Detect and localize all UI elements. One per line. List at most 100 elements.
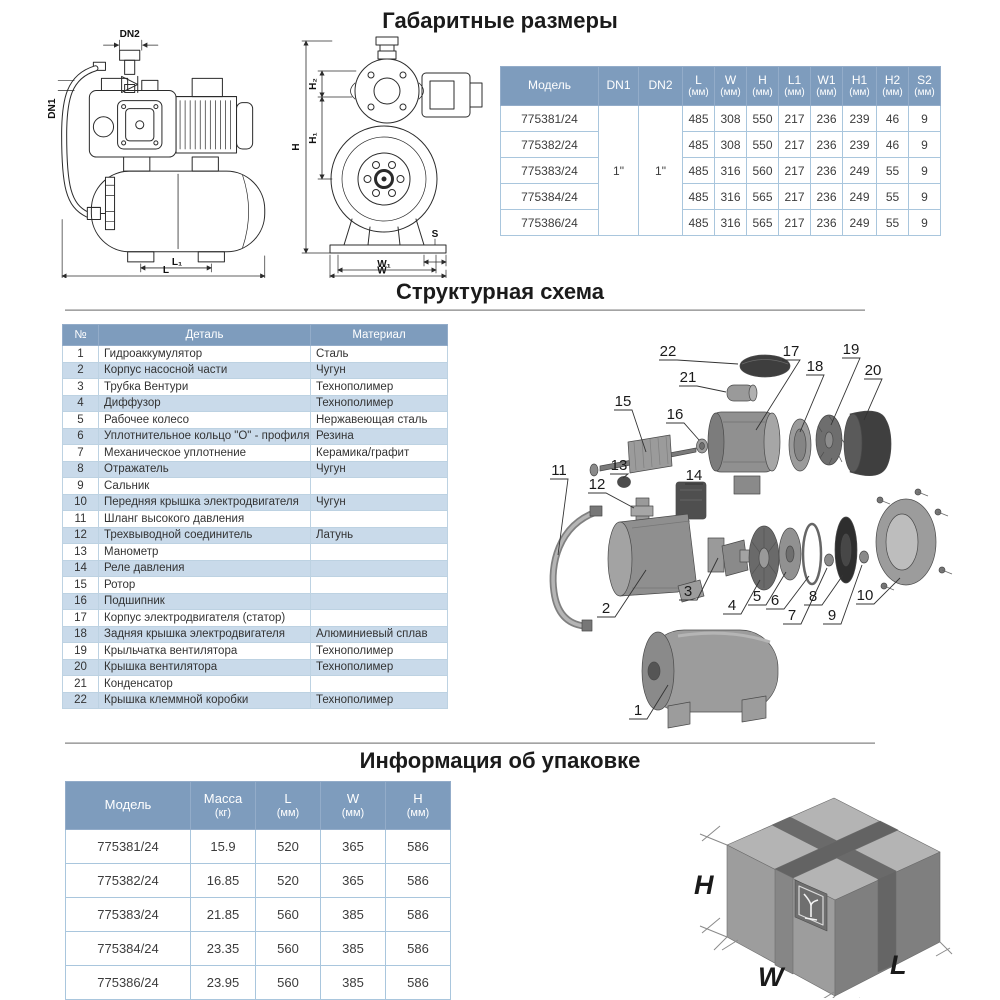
model-cell: 775386/24 — [500, 209, 599, 236]
table-row: 775382/24 16.85 520 365 586 — [65, 863, 451, 898]
callout-line — [783, 567, 828, 625]
value-cell: 520 — [255, 863, 321, 898]
part-rotor-washer — [589, 463, 599, 477]
pump-panel-inner — [125, 108, 155, 142]
value-cell: 236 — [810, 183, 843, 210]
table-row: 20 Крышка вентилятора Технополимер — [62, 658, 448, 676]
part-name-cell: Крышка вентилятора — [98, 658, 311, 676]
value-cell: 46 — [876, 105, 909, 132]
table-row: 10 Передняя крышка электродвигателя Чугун — [62, 493, 448, 511]
callout-number: 22 — [660, 343, 677, 360]
column-header: L1 (мм) — [778, 66, 811, 106]
dn2-label: DN2 — [120, 29, 141, 40]
value-cell: 586 — [385, 897, 451, 932]
table-row: 775383/24 21.85 560 385 586 — [65, 897, 451, 932]
section-title-dimensions: Габаритные размеры — [382, 8, 618, 33]
pump-casing-hub — [373, 77, 401, 105]
part-tank-foot — [741, 695, 767, 723]
part-deflector-inner — [840, 533, 852, 567]
value-cell: 55 — [876, 209, 909, 236]
bolt — [153, 140, 159, 146]
column-header-main: DN1 — [606, 78, 631, 93]
part-venturi-flange — [707, 537, 725, 573]
part-fan-cover-face — [843, 413, 863, 473]
value-cell: 23.95 — [190, 965, 256, 1000]
part-gland — [859, 550, 869, 564]
value-cell: 217 — [778, 105, 811, 132]
switch-box-side — [469, 82, 483, 108]
casing-bolt — [367, 103, 375, 111]
part-fan-hub — [824, 431, 834, 449]
value-cell: 236 — [810, 105, 843, 132]
part-material-cell — [310, 543, 448, 561]
part-name-cell: Корпус насосной части — [98, 361, 311, 379]
bolt — [153, 104, 159, 110]
flange-bolt — [396, 175, 405, 183]
callout-line — [550, 478, 569, 556]
column-header-main: H1 — [851, 72, 868, 87]
value-cell: 249 — [842, 209, 877, 236]
port-nut — [379, 44, 395, 52]
table-row: 3 Трубка Вентури Технополимер — [62, 378, 448, 396]
table-row: 22 Крышка клеммной коробки Технополимер — [62, 691, 448, 709]
part-number-cell: 6 — [62, 427, 99, 445]
part-name-cell: Сальник — [98, 477, 311, 495]
part-seal — [824, 553, 834, 567]
flange-bolt — [372, 161, 380, 169]
value-cell: 485 — [682, 183, 715, 210]
callout-line — [799, 374, 825, 433]
part-rotor-core — [627, 434, 673, 474]
part-material-cell: Сталь — [310, 345, 448, 363]
table-row: 8 Отражатель Чугун — [62, 460, 448, 478]
tank-weld-arc — [242, 174, 249, 249]
value-cell: 9 — [908, 209, 941, 236]
value-cell: 586 — [385, 931, 451, 966]
part-name-cell: Диффузор — [98, 394, 311, 412]
value-cell: 586 — [385, 863, 451, 898]
fragile-label-border — [798, 885, 824, 926]
valve-pipe — [124, 83, 136, 94]
value-cell: 9 — [908, 157, 941, 184]
column-header-sub: (мм) — [341, 806, 365, 819]
part-name-cell: Реле давления — [98, 559, 311, 577]
column-header: H2 (мм) — [876, 66, 909, 106]
callout-number: 14 — [686, 467, 703, 484]
callout-number: 21 — [680, 369, 697, 386]
w1-label: W₁ — [377, 259, 391, 270]
part-pump-housing-face — [607, 521, 633, 597]
callout-line — [614, 409, 647, 453]
column-header-main: H2 — [884, 72, 901, 87]
callout-line — [666, 422, 700, 441]
column-header-main: W — [724, 72, 737, 87]
part-name-cell: Ротор — [98, 576, 311, 594]
column-header-main: L — [695, 72, 702, 87]
table-row: 775384/24 23.35 560 385 586 — [65, 931, 451, 966]
value-cell: 9 — [908, 131, 941, 158]
table-row: 5 Рабочее колесо Нержавеющая сталь — [62, 411, 448, 429]
callout-number: 13 — [611, 457, 628, 474]
table-row: 775381/24 15.9 520 365 586 — [65, 829, 451, 864]
table-row: 775386/24 23.95 560 385 586 — [65, 965, 451, 1000]
value-cell: 46 — [876, 131, 909, 158]
value-cell: 485 — [682, 209, 715, 236]
callout-number: 10 — [857, 587, 874, 604]
value-cell: 520 — [255, 829, 321, 864]
callout-line — [629, 684, 669, 720]
part-cover-screws — [876, 488, 953, 591]
part-material-cell: Технополимер — [310, 394, 448, 412]
part-impeller-hub — [785, 545, 795, 563]
column-header: H (мм) — [385, 781, 451, 830]
value-cell: 236 — [810, 157, 843, 184]
outlet-flange — [119, 49, 141, 61]
part-number-cell: 1 — [62, 345, 99, 363]
header-row: Модель Масса (кг) L (мм) W (мм) H (мм) — [65, 781, 451, 830]
flange-bolts — [105, 184, 115, 222]
packaging-table: Модель Масса (кг) L (мм) W (мм) H (мм) 775381/24 1… — [65, 781, 451, 1000]
table-row: 775382/24 485 308 550 217 236 239 46 9 — [500, 131, 941, 158]
part-venturi — [721, 539, 749, 577]
part-number-cell: 10 — [62, 493, 99, 511]
part-name-cell: Отражатель — [98, 460, 311, 478]
part-rear-cover-inner — [793, 428, 807, 462]
callout-line — [804, 574, 844, 606]
switch-box-inner — [429, 80, 455, 110]
